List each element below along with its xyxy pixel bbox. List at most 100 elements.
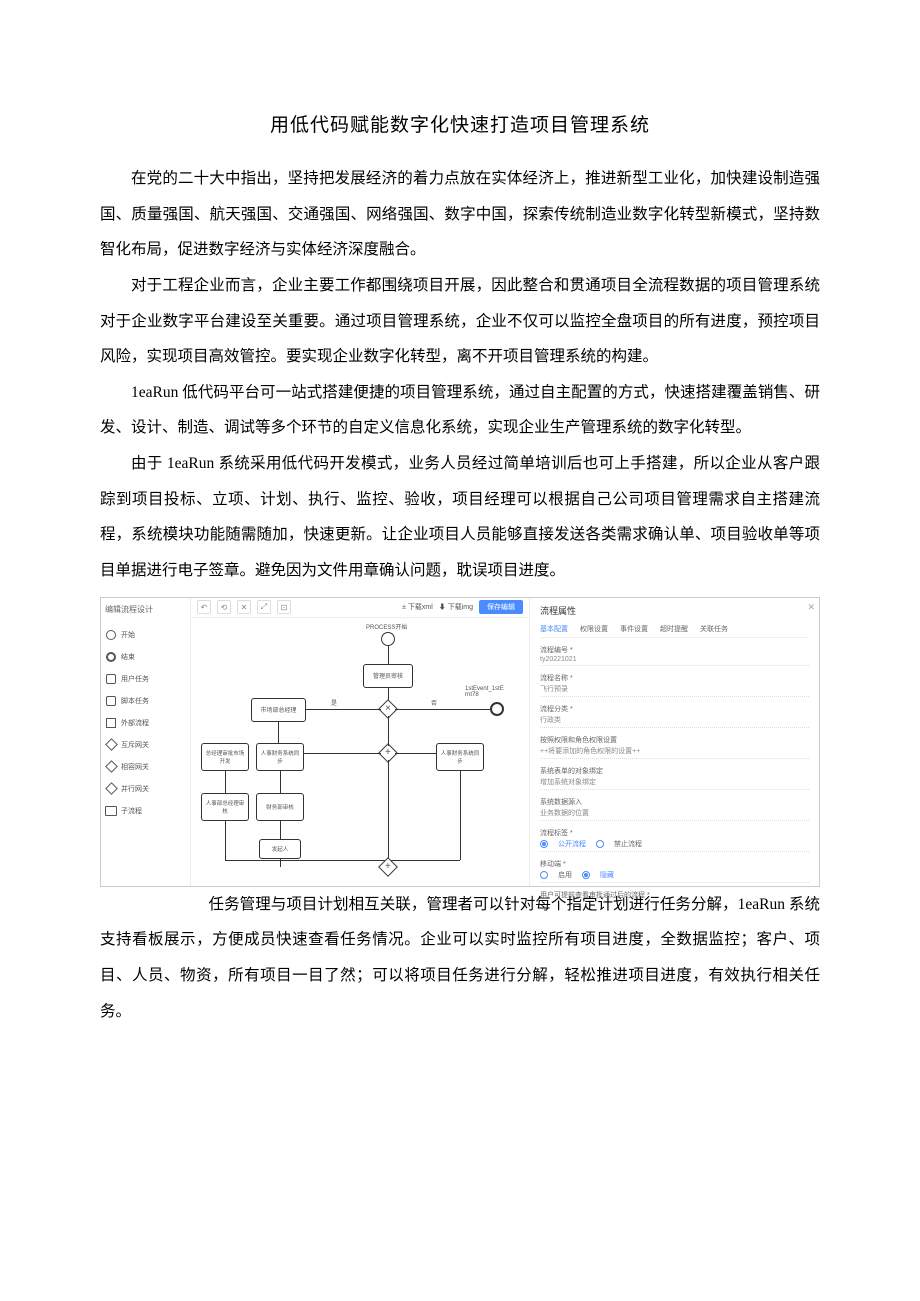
flow-node-2[interactable]: 市场部总经理 bbox=[251, 698, 306, 722]
edge bbox=[280, 821, 281, 839]
palette-label: 互斥网关 bbox=[121, 740, 149, 750]
paragraph-5: 任务管理与项目计划相互关联，管理者可以针对每个指定计划进行任务分解，1eaRun… bbox=[100, 887, 820, 1030]
tab-basic[interactable]: 基本配置 bbox=[540, 624, 568, 634]
field-label: 系统数据源入 bbox=[540, 797, 809, 807]
start-label: PROCESS开始 bbox=[366, 622, 407, 631]
properties-panel: ✕ 流程属性 基本配置 权限设置 事件设置 超时提醒 关联任务 流程编号 * t… bbox=[529, 598, 819, 886]
palette-label: 用户任务 bbox=[121, 674, 149, 684]
field-category: 流程分类 * 行政类 bbox=[540, 702, 809, 728]
radio-label: 隐藏 bbox=[600, 870, 614, 880]
paragraph-1: 在党的二十大中指出，坚持把发展经济的着力点放在实体经济上，推进新型工业化，加快建… bbox=[100, 161, 820, 268]
radio-label: 禁止流程 bbox=[614, 839, 642, 849]
paragraph-2: 对于工程企业而言，企业主要工作都围绕项目开展，因此整合和贯通项目全流程数据的项目… bbox=[100, 268, 820, 375]
edge-label-no: 否 bbox=[431, 698, 437, 707]
field-code: 流程编号 * ty20221021 bbox=[540, 643, 809, 666]
radio-label: 公开流程 bbox=[558, 839, 586, 849]
palette-item-xor[interactable]: 互斥网关 bbox=[105, 739, 186, 751]
embedded-screenshot: 编辑流程设计 开始 结束 用户任务 脚本任务 外部流程 互斥网关 相容网关 并行… bbox=[100, 597, 820, 887]
palette-item-usertask[interactable]: 用户任务 bbox=[105, 673, 186, 685]
palette-header: 编辑流程设计 bbox=[105, 604, 186, 615]
properties-tabs: 基本配置 权限设置 事件设置 超时提醒 关联任务 bbox=[540, 624, 809, 638]
field-value[interactable]: ++将要添加的角色权限的设置++ bbox=[540, 746, 809, 756]
field-label: 流程编号 * bbox=[540, 645, 809, 655]
tab-related[interactable]: 关联任务 bbox=[700, 624, 728, 634]
palette-item-subprocess[interactable]: 子流程 bbox=[105, 805, 186, 817]
edge-label-yes: 是 bbox=[331, 698, 337, 707]
palette-item-scripttask[interactable]: 脚本任务 bbox=[105, 695, 186, 707]
shape-palette: 编辑流程设计 开始 结束 用户任务 脚本任务 外部流程 互斥网关 相容网关 并行… bbox=[101, 598, 191, 886]
field-label: 用户可提前查看审批通过后的流程 * bbox=[540, 890, 809, 900]
palette-item-end[interactable]: 结束 bbox=[105, 651, 186, 663]
field-mobile: 移动端 * 启用 隐藏 bbox=[540, 857, 809, 883]
edge bbox=[388, 716, 389, 746]
download-xml-button[interactable]: ± 下载xml bbox=[402, 602, 433, 612]
toolbar-undo-icon[interactable]: ↶ bbox=[197, 600, 211, 614]
flow-canvas[interactable]: ↶ ⟲ ✕ ⤢ ⊡ ± 下载xml ⬇ 下载img 保存编辑 PROCESS开始… bbox=[191, 598, 529, 886]
save-button[interactable]: 保存编辑 bbox=[479, 600, 523, 614]
toolbar-redo-icon[interactable]: ⟲ bbox=[217, 600, 231, 614]
field-label: 系统表单的对象绑定 bbox=[540, 766, 809, 776]
document-title: 用低代码赋能数字化快速打造项目管理系统 bbox=[100, 110, 820, 137]
palette-label: 结束 bbox=[121, 652, 135, 662]
palette-item-start[interactable]: 开始 bbox=[105, 629, 186, 641]
close-icon[interactable]: ✕ bbox=[807, 602, 815, 613]
field-value[interactable]: 业务数据的位置 bbox=[540, 808, 809, 818]
flow-start[interactable] bbox=[381, 632, 395, 646]
paragraph-4: 由于 1eaRun 系统采用低代码开发模式，业务人员经过简单培训后也可上手搭建，… bbox=[100, 446, 820, 589]
edge bbox=[388, 760, 389, 860]
palette-item-external[interactable]: 外部流程 bbox=[105, 717, 186, 729]
field-form-bind: 系统表单的对象绑定 增加系统对象绑定 bbox=[540, 764, 809, 790]
paragraph-3: 1eaRun 低代码平台可一站式搭建便捷的项目管理系统，通过自主配置的方式，快速… bbox=[100, 375, 820, 446]
radio-public[interactable] bbox=[540, 840, 548, 848]
palette-label: 子流程 bbox=[121, 806, 142, 816]
edge bbox=[225, 821, 226, 860]
radio-forbid[interactable] bbox=[596, 840, 604, 848]
edge bbox=[388, 646, 389, 664]
flow-end-small[interactable] bbox=[490, 702, 504, 716]
field-perm: 按照权限和角色权限设置 ++将要添加的角色权限的设置++ bbox=[540, 733, 809, 759]
field-label: 流程标签 * bbox=[540, 828, 809, 838]
palette-label: 相容网关 bbox=[121, 762, 149, 772]
field-tag: 流程标签 * 公开流程 禁止流程 bbox=[540, 826, 809, 852]
flow-node-4b[interactable]: 人事财务系统同步 bbox=[436, 743, 484, 771]
field-preview: 用户可提前查看审批通过后的流程 * bbox=[540, 888, 809, 902]
palette-label: 外部流程 bbox=[121, 718, 149, 728]
download-img-button[interactable]: ⬇ 下载img bbox=[439, 602, 473, 612]
field-label: 按照权限和角色权限设置 bbox=[540, 735, 809, 745]
flow-node-5[interactable]: 人事部总经理审核 bbox=[201, 793, 249, 821]
tab-event[interactable]: 事件设置 bbox=[620, 624, 648, 634]
field-label: 流程名称 * bbox=[540, 673, 809, 683]
toolbar-close-icon[interactable]: ✕ bbox=[237, 600, 251, 614]
tab-auth[interactable]: 权限设置 bbox=[580, 624, 608, 634]
flow-node-6[interactable]: 财务部审核 bbox=[256, 793, 304, 821]
canvas-toolbar: ↶ ⟲ ✕ ⤢ ⊡ ± 下载xml ⬇ 下载img 保存编辑 bbox=[191, 598, 529, 618]
palette-label: 脚本任务 bbox=[121, 696, 149, 706]
flow-node-4[interactable]: 人事财务系统同步 bbox=[256, 743, 304, 771]
palette-item-and[interactable]: 并行网关 bbox=[105, 783, 186, 795]
flow-node-1[interactable]: 管理员审核 bbox=[363, 664, 413, 688]
palette-label: 开始 bbox=[121, 630, 135, 640]
edge bbox=[460, 771, 461, 860]
palette-label: 并行网关 bbox=[121, 784, 149, 794]
edge bbox=[280, 771, 281, 793]
toolbar-fit-icon[interactable]: ⤢ bbox=[257, 600, 271, 614]
flow-node-7[interactable]: 发起人 bbox=[259, 839, 301, 859]
edge bbox=[395, 709, 490, 710]
radio-enable[interactable] bbox=[540, 871, 548, 879]
end-small-label: 1stEvent_1stE rnt78 bbox=[465, 686, 515, 698]
flow-node-3[interactable]: 总经理审批市场开发 bbox=[201, 743, 249, 771]
edge bbox=[388, 860, 460, 861]
radio-hide[interactable] bbox=[582, 871, 590, 879]
field-value[interactable]: 行政类 bbox=[540, 715, 809, 725]
field-datasource: 系统数据源入 业务数据的位置 bbox=[540, 795, 809, 821]
field-value[interactable]: 飞行预录 bbox=[540, 684, 809, 694]
field-name: 流程名称 * 飞行预录 bbox=[540, 671, 809, 697]
field-label: 流程分类 * bbox=[540, 704, 809, 714]
palette-item-or[interactable]: 相容网关 bbox=[105, 761, 186, 773]
radio-label: 启用 bbox=[558, 870, 572, 880]
tab-timeout[interactable]: 超时提醒 bbox=[660, 624, 688, 634]
field-value[interactable]: 增加系统对象绑定 bbox=[540, 777, 809, 787]
field-value[interactable]: ty20221021 bbox=[540, 656, 809, 663]
toolbar-grid-icon[interactable]: ⊡ bbox=[277, 600, 291, 614]
edge bbox=[225, 771, 226, 793]
